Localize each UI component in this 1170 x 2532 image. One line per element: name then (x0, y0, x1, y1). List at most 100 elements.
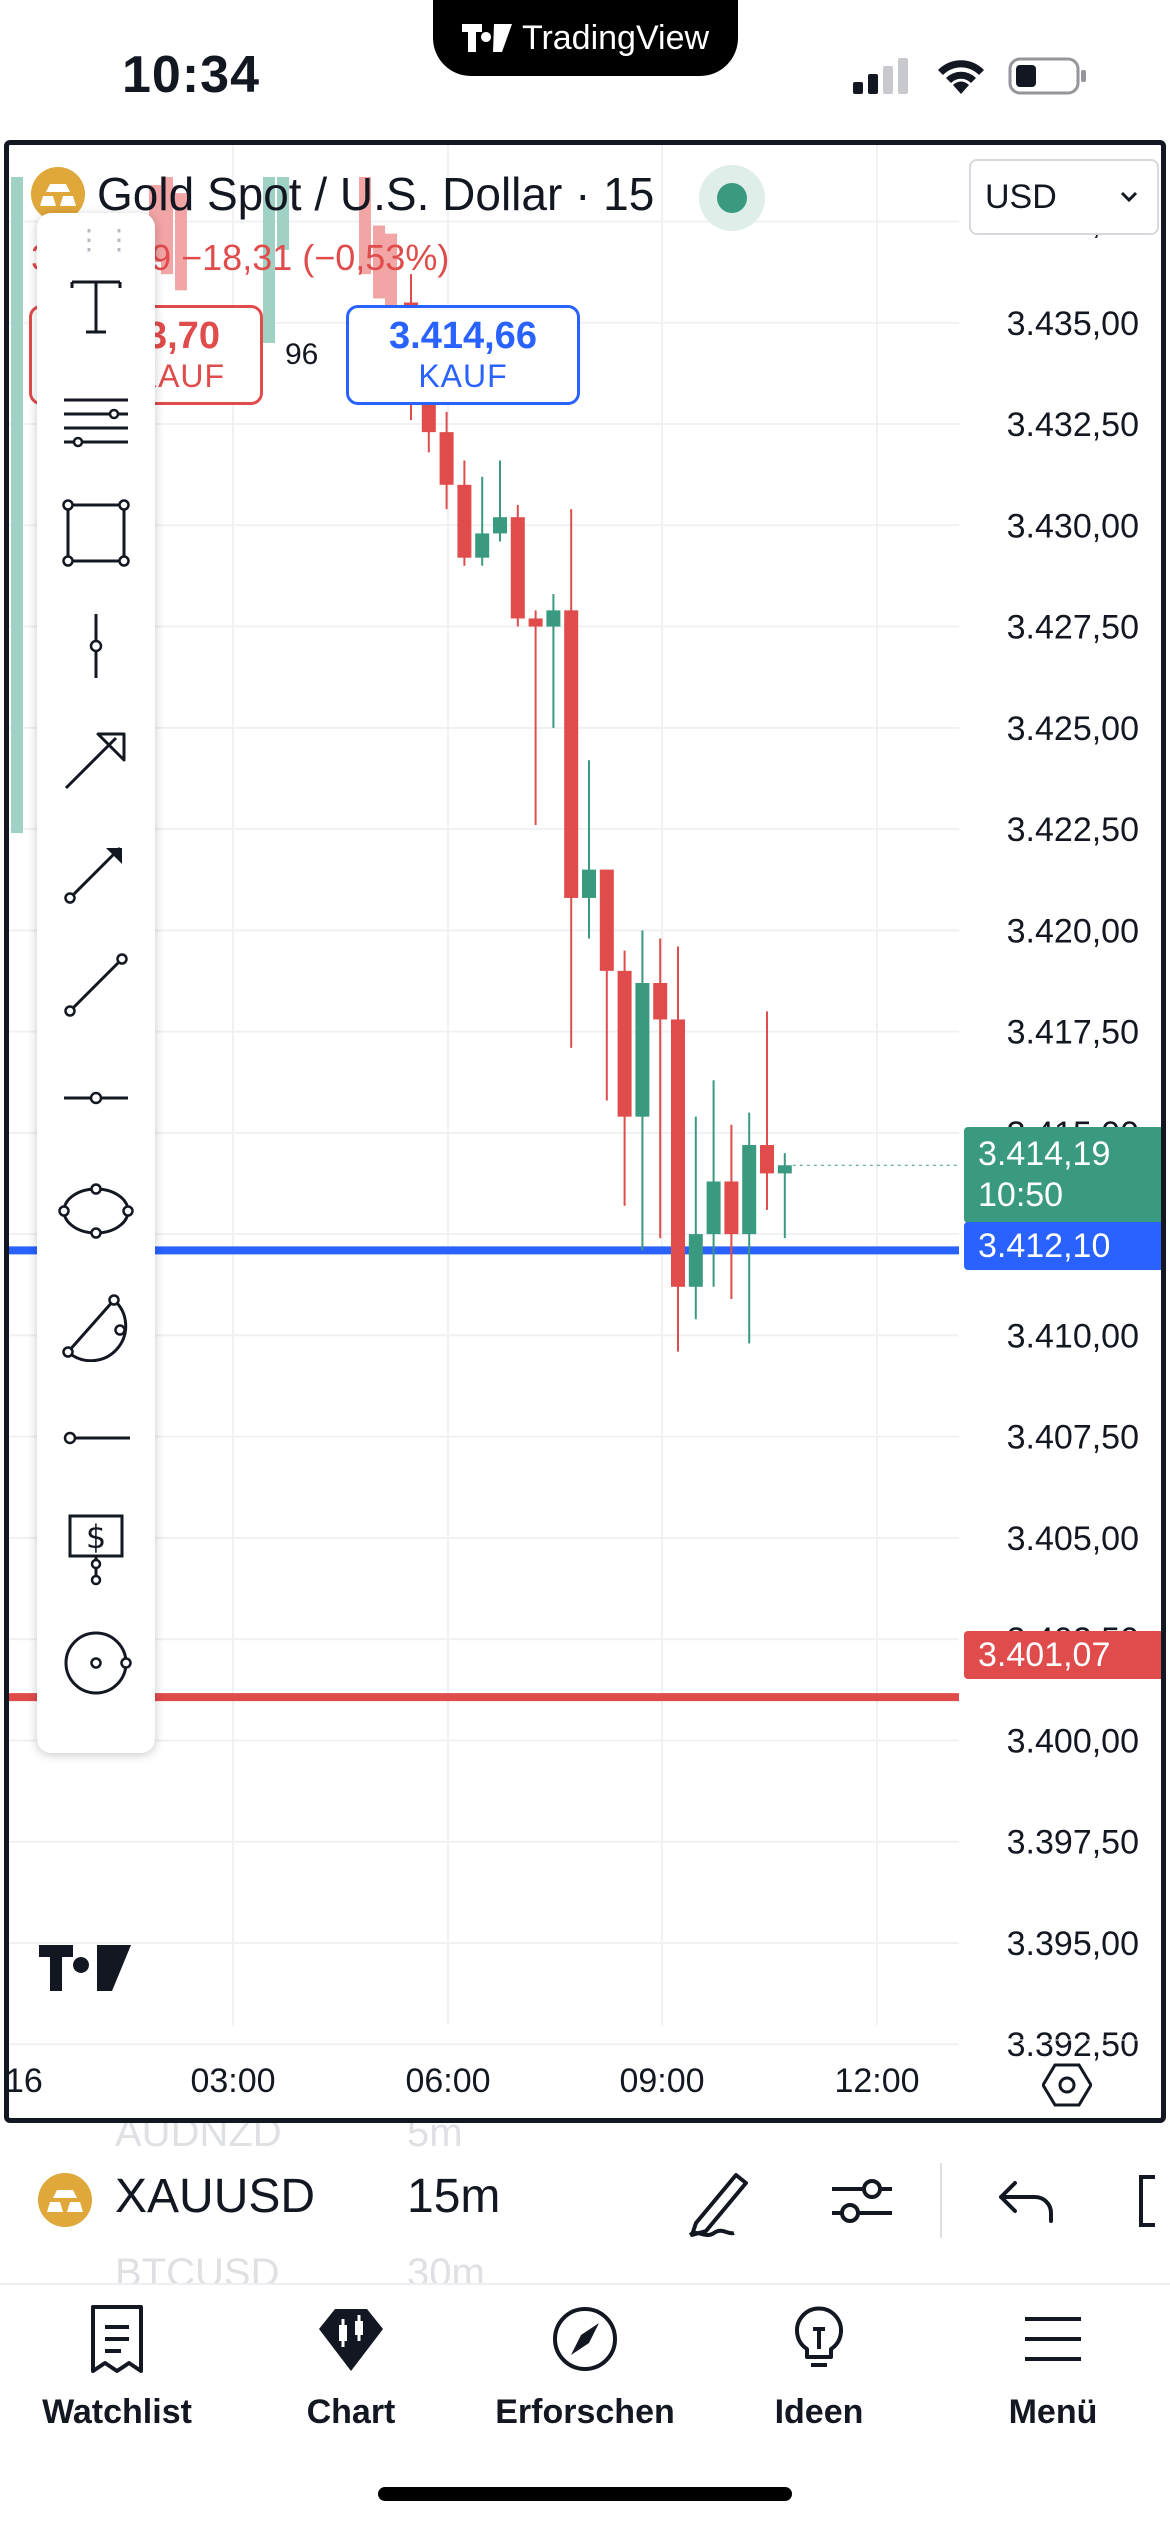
price-axis-label: 3.425,00 (1007, 710, 1139, 748)
horizontal-ray-tool-button[interactable] (51, 1393, 141, 1483)
ghost-interval-below: 30m (407, 2251, 485, 2283)
time-axis-label: 12:00 (834, 2062, 919, 2100)
ray-icon (64, 846, 122, 904)
fullscreen-button[interactable] (1125, 2159, 1170, 2243)
time-axis-label: 03:00 (190, 2062, 275, 2100)
bar-countdown: 10:50 (978, 1176, 1064, 1214)
nav-ideas[interactable]: Ideen (702, 2303, 936, 2463)
candle-body (582, 869, 596, 898)
status-time: 10:34 (122, 46, 260, 104)
ray-tool-button[interactable] (51, 827, 141, 917)
arc-tool-button[interactable] (51, 1279, 141, 1369)
price-note-tool-button[interactable]: $ (51, 1505, 141, 1595)
candle-body (742, 1145, 757, 1235)
faded-candle (263, 176, 275, 344)
text-icon (70, 280, 122, 334)
candle-body (706, 1181, 721, 1235)
buy-button[interactable]: 3.414,66 KAUF (346, 305, 580, 405)
trend-line-icon (64, 953, 128, 1017)
nav-chart[interactable]: Chart (234, 2303, 468, 2463)
candle-body (475, 533, 490, 558)
faded-candle (277, 176, 289, 250)
candle-body (457, 484, 472, 558)
watchlist-icon (91, 2305, 143, 2373)
last-price-label: 3.414,19 10:50 (964, 1127, 1161, 1223)
symbol-header[interactable]: Gold Spot / U.S. Dollar · 15 (31, 167, 654, 221)
arrow-tool-button[interactable] (51, 713, 141, 803)
chart-area[interactable]: 3.437,503.435,003.432,503.430,003.427,50… (4, 140, 1166, 2123)
candle-body (688, 1234, 703, 1287)
nav-menu[interactable]: Menü (936, 2303, 1170, 2463)
price-note-icon: $ (68, 1514, 124, 1586)
horizontal-line-tool-button[interactable] (51, 1053, 141, 1143)
gold-symbol-icon (38, 2173, 92, 2227)
time-axis-label: 09:00 (619, 2062, 704, 2100)
gold-symbol-icon (31, 167, 85, 221)
price-axis-label: 3.417,50 (1007, 1014, 1139, 1052)
time-axis-label: 16 (9, 2062, 43, 2100)
price-axis-label: 3.397,50 (1007, 1824, 1139, 1862)
text-tool-button[interactable] (51, 261, 141, 351)
price-axis-label: 3.420,00 (1007, 912, 1139, 950)
blue-line-price-label[interactable]: 3.412,10 (964, 1222, 1161, 1270)
price-axis-label: 3.430,00 (1007, 507, 1139, 545)
red-line-price-label[interactable]: 3.401,07 (964, 1631, 1161, 1679)
indicators-settings-button[interactable] (820, 2159, 904, 2243)
lightbulb-icon (795, 2306, 843, 2367)
candle-body (760, 1145, 774, 1174)
nav-explore[interactable]: Erforschen (468, 2303, 702, 2463)
symbol-bar: AUDNZD 5m BTCUSD 30m XAUUSD 15m (0, 2123, 1170, 2283)
compass-icon (553, 2307, 617, 2371)
nav-ideas-label: Ideen (774, 2393, 864, 2431)
fib-lines-icon (64, 398, 128, 448)
interval-button[interactable]: 15m (407, 2170, 501, 2223)
arrow-icon (64, 732, 126, 790)
toolbar-divider (940, 2163, 942, 2238)
undo-button[interactable] (985, 2159, 1069, 2243)
currency-value: USD (985, 177, 1057, 216)
drawing-tools-button[interactable] (676, 2159, 760, 2243)
nav-chart-label: Chart (306, 2393, 396, 2431)
circle-tool-button[interactable] (51, 1618, 141, 1708)
circle-icon (64, 1631, 132, 1695)
price-axis-label: 3.410,00 (1007, 1317, 1139, 1355)
svg-text:$: $ (86, 1518, 106, 1556)
candle-body (599, 869, 614, 971)
symbol-search-button[interactable]: XAUUSD (115, 2170, 316, 2223)
candle-body (564, 610, 579, 898)
price-axis-label: 3.432,50 (1007, 406, 1139, 444)
menu-icon (1025, 2317, 1081, 2361)
buy-label: KAUF (418, 358, 508, 395)
tradingview-logo-icon (461, 24, 512, 52)
vertical-line-tool-button[interactable] (51, 601, 141, 691)
dynamic-island: TradingView (433, 0, 738, 76)
battery-icon (1008, 57, 1086, 95)
rectangle-tool-button[interactable] (51, 488, 141, 578)
nav-watchlist-label: Watchlist (42, 2393, 192, 2431)
trend-line-tool-button[interactable] (51, 940, 141, 1030)
fib-retracement-tool-button[interactable] (51, 375, 141, 465)
candle-body (528, 618, 543, 627)
nav-explore-label: Erforschen (495, 2393, 675, 2431)
symbol-title[interactable]: Gold Spot / U.S. Dollar · 15 (97, 168, 655, 220)
candle-body (439, 432, 454, 485)
ghost-symbol-above: AUDNZD (115, 2123, 282, 2155)
market-status-indicator[interactable] (699, 165, 765, 231)
arc-icon (62, 1294, 128, 1362)
chart-icon (319, 2309, 383, 2371)
chart-settings-icon[interactable] (1042, 2062, 1092, 2108)
candle-body (421, 403, 436, 433)
price-axis-label: 3.395,00 (1007, 1925, 1139, 1963)
price-axis-label: 3.422,50 (1007, 811, 1139, 849)
currency-selector[interactable]: USD (969, 159, 1159, 235)
tradingview-watermark-icon[interactable] (39, 1945, 131, 1991)
drag-handle-icon[interactable]: ⋮⋮ (75, 224, 135, 255)
ghost-interval-above: 5m (407, 2123, 463, 2155)
faded-candle (11, 176, 23, 834)
candle-body (546, 610, 561, 627)
ellipse-tool-button[interactable] (51, 1166, 141, 1256)
nav-watchlist[interactable]: Watchlist (0, 2303, 234, 2463)
candle-body (617, 970, 632, 1117)
spread-value: 96 (285, 338, 319, 371)
faded-candle (359, 176, 371, 275)
